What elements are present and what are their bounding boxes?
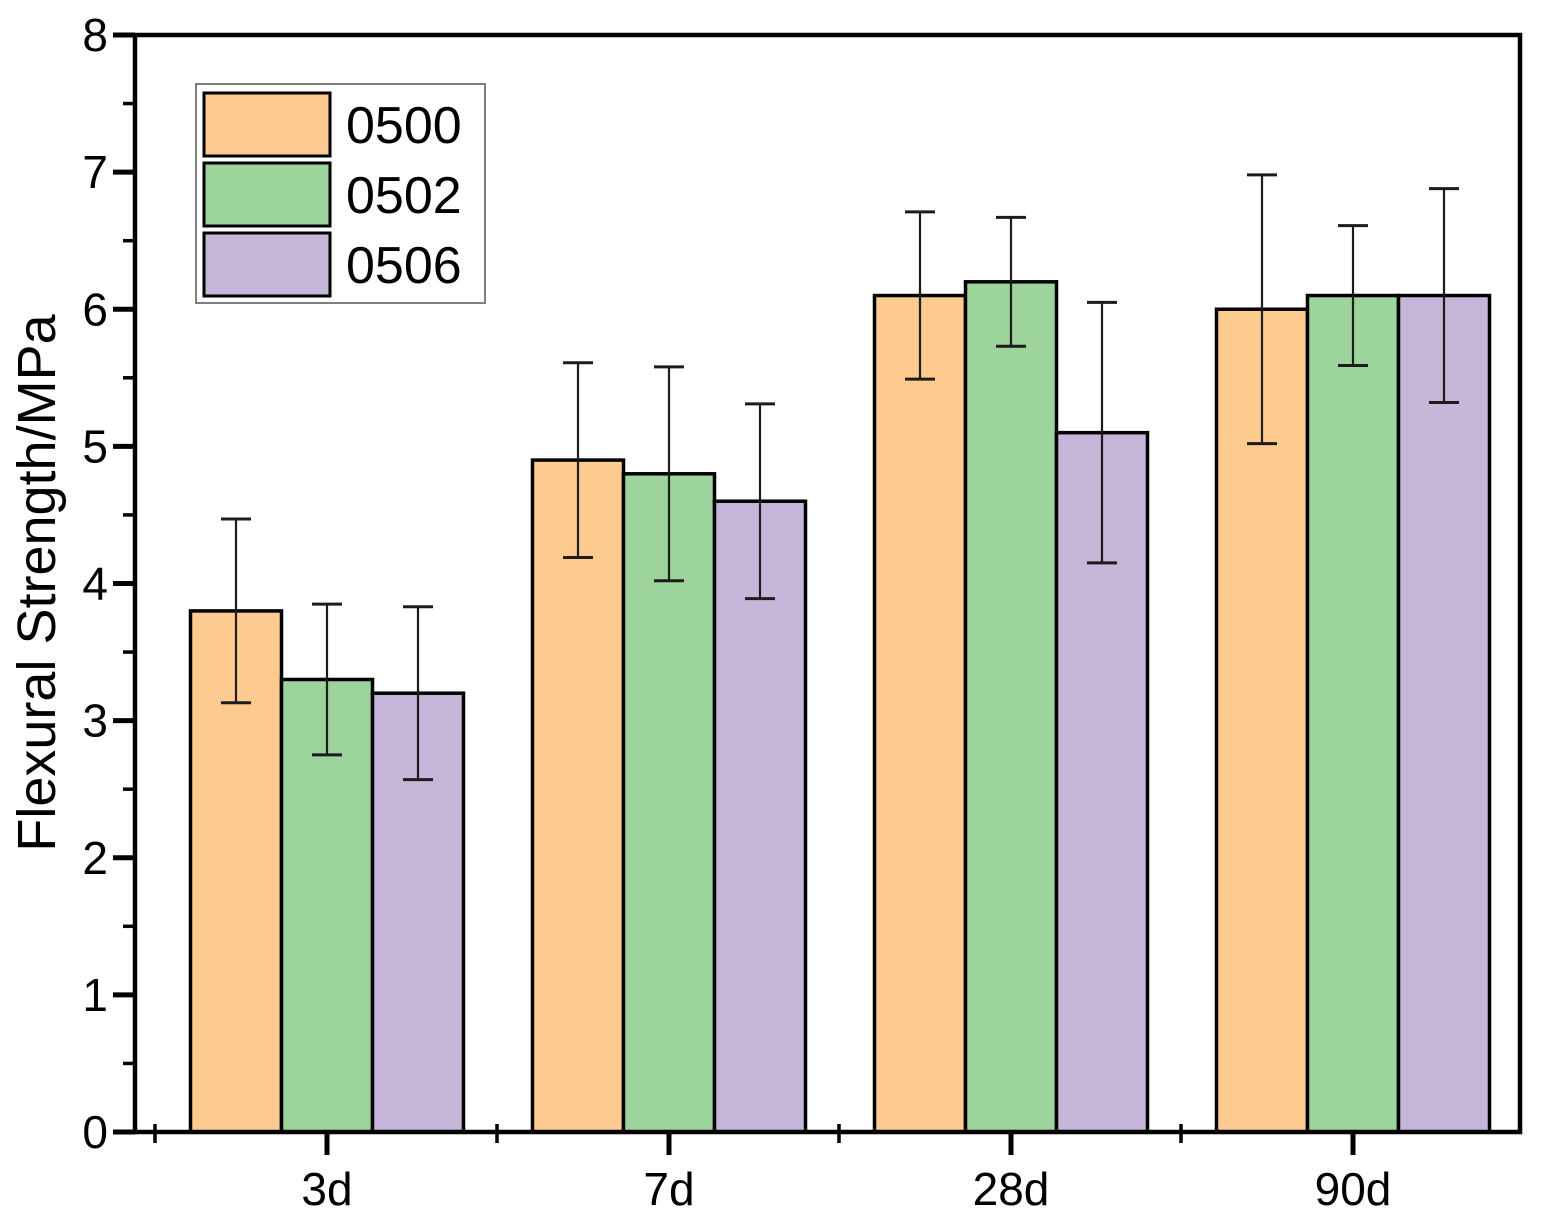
legend-item: 0502	[202, 161, 462, 228]
y-tick-label: 5	[82, 420, 108, 472]
legend-swatch-0506	[202, 231, 332, 298]
y-tick-label: 1	[82, 969, 108, 1021]
y-tick-label: 2	[82, 832, 108, 884]
error-bar-0500-7d	[563, 361, 593, 559]
legend-label-0502: 0502	[346, 167, 462, 225]
y-tick-label: 3	[82, 695, 108, 747]
error-bar-0506-3d	[403, 605, 433, 782]
bar-0500-28d	[872, 293, 968, 1134]
x-tick-label-90d: 90d	[1315, 1163, 1392, 1215]
error-bar-0500-3d	[221, 517, 251, 705]
error-bar-0506-7d	[745, 402, 775, 601]
y-tick-label: 4	[82, 558, 108, 610]
error-bar-0506-28d	[1087, 300, 1117, 565]
legend-swatch-0500	[202, 91, 332, 158]
legend-label-0506: 0506	[346, 237, 462, 295]
x-tick-label-7d: 7d	[643, 1163, 694, 1215]
bar-0502-90d	[1305, 293, 1401, 1134]
error-bar-0502-90d	[1338, 224, 1368, 367]
bar-0502-28d	[963, 280, 1059, 1134]
bars-layer	[188, 280, 1492, 1134]
legend-label-0500: 0500	[346, 97, 462, 155]
bar-0500-7d	[530, 458, 626, 1134]
y-tick-label: 7	[82, 146, 108, 198]
y-tick-label: 8	[82, 9, 108, 61]
error-bar-0502-28d	[996, 215, 1026, 348]
error-bar-0500-28d	[905, 210, 935, 381]
error-bars-layer	[221, 173, 1459, 782]
y-tick-label: 0	[82, 1106, 108, 1158]
y-tick-label: 6	[82, 283, 108, 335]
axes-layer: 0 1 2 3 4 5 6 7 8 3d 7d 28d 90d	[82, 9, 1391, 1215]
error-bar-0506-90d	[1429, 187, 1459, 404]
y-axis-title: Flexural Strength/MPa	[7, 313, 67, 851]
error-bar-0502-7d	[654, 365, 684, 583]
error-bar-0500-90d	[1247, 173, 1277, 446]
x-tick-label-3d: 3d	[301, 1163, 352, 1215]
legend-item: 0500	[202, 91, 462, 158]
plot-frame	[132, 32, 1523, 1135]
legend: 0500 0502 0506	[195, 83, 486, 304]
bar-0506-90d	[1396, 293, 1492, 1134]
x-tick-label-28d: 28d	[973, 1163, 1050, 1215]
legend-swatch-0502	[202, 161, 332, 228]
error-bar-0502-3d	[312, 602, 342, 757]
legend-item: 0506	[202, 231, 462, 298]
